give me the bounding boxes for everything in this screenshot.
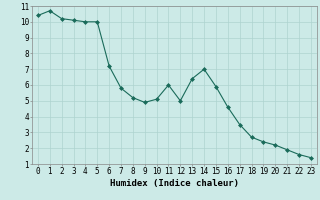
X-axis label: Humidex (Indice chaleur): Humidex (Indice chaleur): [110, 179, 239, 188]
